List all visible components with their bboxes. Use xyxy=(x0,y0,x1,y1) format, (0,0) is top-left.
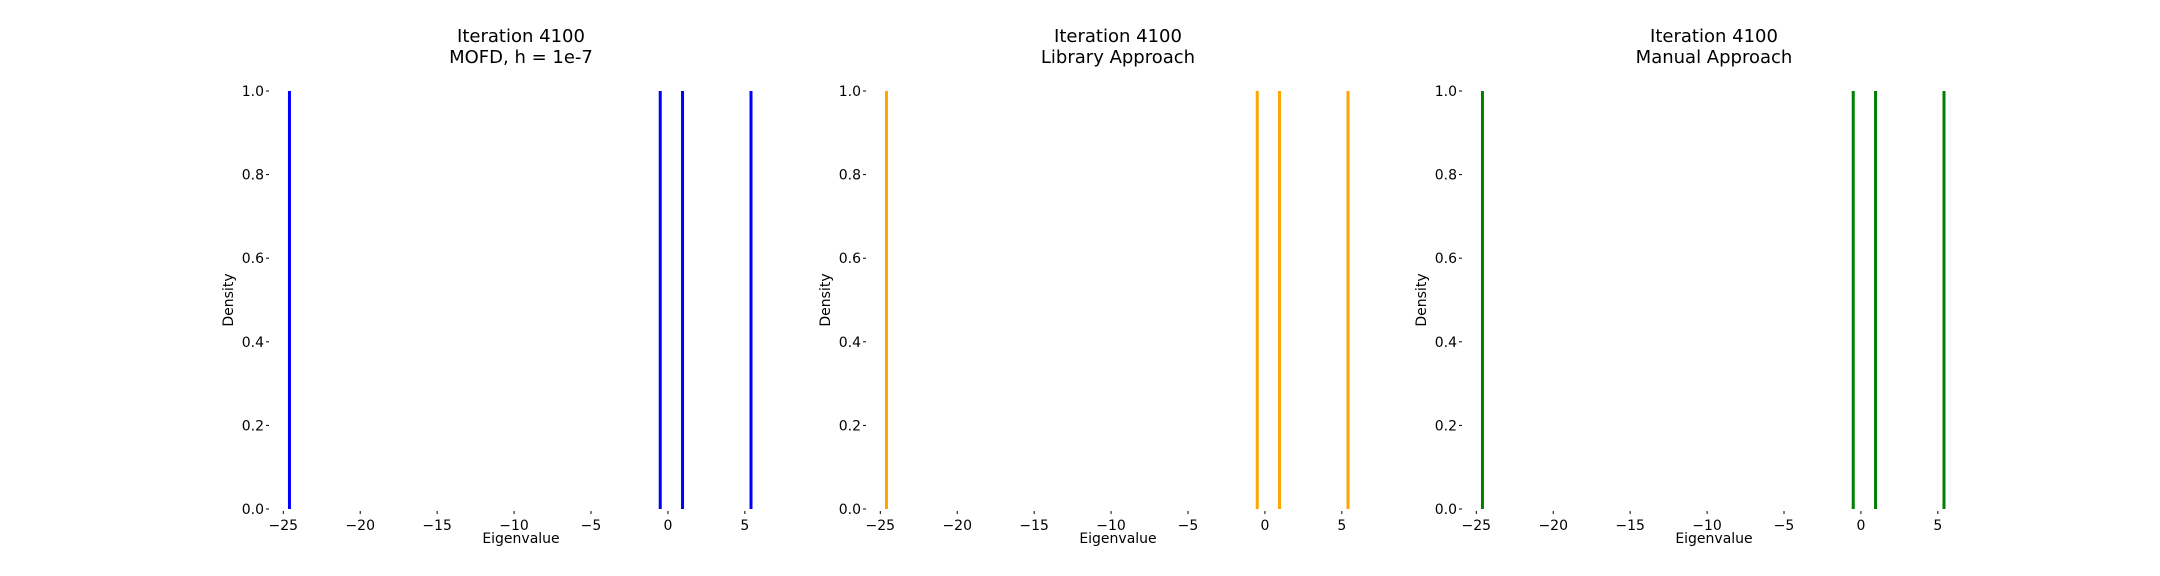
chart-title-line-1: Iteration 4100 xyxy=(457,26,585,47)
x-tick-label: −5 xyxy=(581,518,602,534)
y-tick-label: 0.2 xyxy=(839,418,861,434)
x-tick-label: −25 xyxy=(866,518,896,534)
y-tick-label: 0.0 xyxy=(242,502,264,518)
x-tick-label: 5 xyxy=(1933,518,1942,534)
x-tick-label: −15 xyxy=(1615,518,1645,534)
x-tick-label: −15 xyxy=(422,518,452,534)
x-tick-label: −20 xyxy=(942,518,972,534)
y-axis-label: Density xyxy=(1414,273,1430,326)
chart-title-line-2: Manual Approach xyxy=(1636,47,1793,68)
y-tick-label: 0.8 xyxy=(242,168,264,184)
y-tick-label: 0.8 xyxy=(839,168,861,184)
y-tick-label: 0.8 xyxy=(1435,168,1457,184)
y-tick-label: 0.0 xyxy=(1435,502,1457,518)
y-tick-label: 0.2 xyxy=(1435,418,1457,434)
x-tick-label: 0 xyxy=(1856,518,1865,534)
x-tick-label: 5 xyxy=(1337,518,1346,534)
y-axis-label: Density xyxy=(818,273,834,326)
x-tick-label: −25 xyxy=(1462,518,1492,534)
x-tick-label: −10 xyxy=(1096,518,1126,534)
y-tick-label: 1.0 xyxy=(839,84,861,100)
y-tick-label: 1.0 xyxy=(1435,84,1457,100)
chart-title-line-2: MOFD, h = 1e-7 xyxy=(449,47,593,68)
y-tick-label: 0.4 xyxy=(1435,335,1457,351)
x-tick-label: 0 xyxy=(663,518,672,534)
x-tick-label: −10 xyxy=(1692,518,1722,534)
x-tick-label: −15 xyxy=(1019,518,1049,534)
y-axis-label: Density xyxy=(221,273,237,326)
x-tick-label: −20 xyxy=(345,518,375,534)
x-tick-label: −25 xyxy=(269,518,299,534)
x-tick-label: 5 xyxy=(740,518,749,534)
chart-title-line-1: Iteration 4100 xyxy=(1054,26,1182,47)
y-tick-label: 0.2 xyxy=(242,418,264,434)
x-axis-label: Eigenvalue xyxy=(1079,531,1156,547)
y-tick-label: 0.6 xyxy=(1435,251,1457,267)
y-tick-label: 0.6 xyxy=(839,251,861,267)
chart-title-line-1: Iteration 4100 xyxy=(1650,26,1778,47)
x-tick-label: −20 xyxy=(1538,518,1568,534)
x-axis-label: Eigenvalue xyxy=(482,531,559,547)
y-tick-label: 0.6 xyxy=(242,251,264,267)
y-tick-label: 0.4 xyxy=(839,335,861,351)
x-axis-label: Eigenvalue xyxy=(1675,531,1752,547)
chart-title-line-2: Library Approach xyxy=(1041,47,1195,68)
y-tick-label: 0.4 xyxy=(242,335,264,351)
y-tick-label: 1.0 xyxy=(242,84,264,100)
x-tick-label: 0 xyxy=(1260,518,1269,534)
y-tick-label: 0.0 xyxy=(839,502,861,518)
x-tick-label: −10 xyxy=(499,518,529,534)
x-tick-label: −5 xyxy=(1774,518,1795,534)
x-tick-label: −5 xyxy=(1178,518,1199,534)
